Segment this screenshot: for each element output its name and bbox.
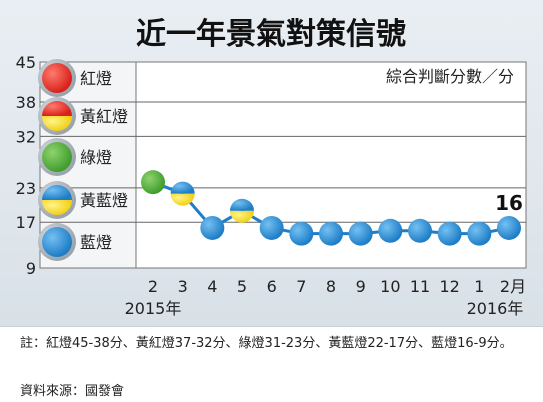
blue-half-icon: [42, 185, 72, 200]
data-point-blue: [467, 221, 492, 246]
data-point-blue: [319, 221, 343, 246]
y-tick-label: 17: [16, 213, 36, 232]
x-tick-label: 5: [237, 277, 247, 296]
chart-title: 近一年景氣對策信號: [136, 17, 406, 52]
x-tick-label: 9: [356, 277, 366, 296]
footnote: 註：紅燈45-38分、黃紅燈37-32分、綠燈31-23分、黃藍燈22-17分、…: [20, 336, 513, 351]
data-point-blue: [259, 215, 284, 240]
green-lamp-icon: [42, 142, 72, 172]
red-lamp-icon: [42, 63, 72, 93]
red-half-icon: [42, 101, 72, 116]
zone-label: 綠燈: [80, 148, 112, 167]
signal-chart: 近一年景氣對策信號91723323845綜合判斷分數／分紅燈黃紅燈綠燈黃藍燈藍燈…: [16, 17, 527, 318]
y-tick-label: 38: [16, 93, 36, 112]
year-label-start: 2015年: [125, 299, 182, 318]
x-tick-label: 1: [474, 277, 484, 296]
x-tick-label: 10: [380, 277, 400, 296]
source-note: 資料來源：國發會: [20, 384, 125, 399]
data-point-blue: [348, 221, 373, 246]
unit-note: 綜合判斷分數／分: [386, 67, 514, 86]
y-tick-label: 9: [26, 259, 36, 278]
data-point-yellow-half: [230, 210, 254, 223]
data-point-green: [141, 170, 165, 195]
x-tick-label: 8: [326, 277, 336, 296]
data-point-blue: [408, 218, 432, 243]
data-point-blue-half: [230, 198, 254, 211]
data-point-blue: [437, 221, 462, 246]
data-point-blue-half: [170, 181, 195, 194]
data-point-yellow-half: [170, 193, 195, 206]
zone-label: 藍燈: [80, 233, 112, 252]
data-point-blue: [378, 218, 403, 243]
x-tick-label: 3: [178, 277, 188, 296]
y-tick-label: 32: [16, 127, 36, 146]
data-point-blue: [200, 215, 225, 240]
yellow-half-icon: [42, 200, 72, 215]
zone-label: 紅燈: [80, 69, 112, 88]
blue-lamp-icon: [42, 227, 72, 257]
x-tick-label: 2: [148, 277, 158, 296]
y-tick-label: 45: [16, 53, 36, 72]
y-tick-label: 23: [16, 179, 36, 198]
zone-label: 黃藍燈: [80, 191, 128, 210]
x-tick-label: 2月: [500, 277, 526, 296]
yellow-half-icon: [42, 116, 72, 131]
zone-label: 黃紅燈: [80, 107, 128, 126]
x-tick-label: 12: [439, 277, 459, 296]
last-value-label: 16: [495, 191, 523, 215]
year-label-end: 2016年: [467, 299, 524, 318]
data-point-blue: [289, 221, 314, 246]
x-tick-label: 4: [207, 277, 217, 296]
data-point-blue: [497, 215, 521, 240]
x-tick-label: 7: [296, 277, 306, 296]
x-tick-label: 11: [410, 277, 430, 296]
x-tick-label: 6: [267, 277, 277, 296]
